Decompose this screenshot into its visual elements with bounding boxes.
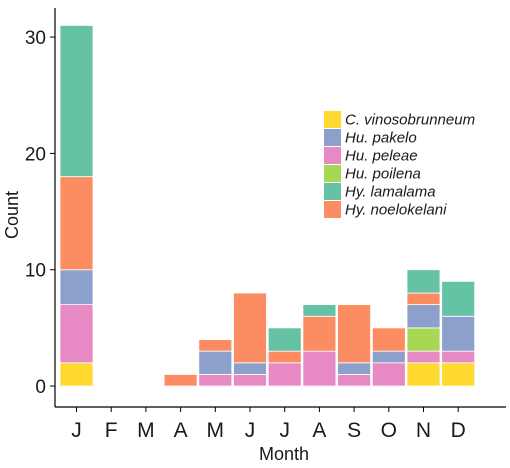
bar-segment bbox=[441, 362, 476, 387]
y-axis-title: Count bbox=[2, 191, 22, 239]
bar-segment bbox=[406, 327, 441, 352]
x-tick-label: O bbox=[381, 419, 397, 442]
axes-layer bbox=[54, 8, 506, 408]
bar-segment bbox=[233, 362, 267, 375]
bar-segment bbox=[267, 350, 302, 364]
x-tick-label: F bbox=[105, 419, 118, 442]
x-tick-label: J bbox=[279, 419, 290, 442]
bar-segment bbox=[406, 292, 441, 306]
bar-segment bbox=[441, 280, 476, 317]
legend-label: Hu. pakelo bbox=[345, 130, 417, 147]
bar-segment bbox=[371, 350, 406, 364]
bar-segment bbox=[406, 350, 441, 364]
bar-segment bbox=[198, 339, 233, 352]
bar-segment bbox=[198, 374, 233, 387]
legend-label: C. vinosobrunneum bbox=[345, 112, 475, 129]
x-axis-title: Month bbox=[259, 444, 309, 464]
bars-layer bbox=[59, 25, 476, 387]
bar-segment bbox=[163, 374, 198, 387]
bar-segment bbox=[233, 292, 267, 364]
x-tick-label: A bbox=[312, 419, 326, 442]
bar-segment bbox=[267, 362, 302, 387]
legend-swatch bbox=[324, 165, 341, 182]
bar-segment bbox=[337, 362, 372, 375]
y-tick-label: 0 bbox=[35, 377, 46, 398]
legend-swatch bbox=[324, 129, 341, 146]
x-tick-label: J bbox=[71, 419, 82, 442]
bar-segment bbox=[59, 176, 94, 271]
bar-segment bbox=[371, 362, 406, 387]
bar-segment bbox=[302, 304, 337, 317]
y-tick-label: 20 bbox=[25, 144, 46, 165]
y-tick-label: 10 bbox=[25, 261, 46, 282]
legend-swatch bbox=[324, 111, 341, 128]
legend-swatch bbox=[324, 147, 341, 164]
legend-label: Hy. lamalama bbox=[345, 184, 436, 201]
bar-segment bbox=[441, 350, 476, 364]
bar-segment bbox=[233, 374, 267, 387]
bar-segment bbox=[406, 304, 441, 329]
bar-segment bbox=[371, 327, 406, 352]
bar-segment bbox=[302, 350, 337, 387]
x-tick-label: D bbox=[451, 419, 466, 442]
bar-segment bbox=[337, 304, 372, 364]
x-tick-label: N bbox=[416, 419, 431, 442]
bar-segment bbox=[59, 25, 94, 178]
bar-segment bbox=[198, 350, 233, 375]
bar-segment bbox=[441, 315, 476, 352]
x-tick-label: S bbox=[347, 419, 361, 442]
legend-label: Hy. noelokelani bbox=[345, 202, 447, 219]
bar-segment bbox=[337, 374, 372, 387]
bar-segment bbox=[302, 315, 337, 352]
bar-segment bbox=[267, 327, 302, 352]
legend-label: Hu. poilena bbox=[345, 166, 421, 183]
bar-segment bbox=[59, 269, 94, 306]
x-tick-label: A bbox=[174, 419, 188, 442]
x-tick-label: J bbox=[245, 419, 256, 442]
bar-segment bbox=[406, 362, 441, 387]
x-tick-label: M bbox=[137, 419, 155, 442]
bar-segment bbox=[406, 269, 441, 294]
legend-label: Hu. peleae bbox=[345, 148, 418, 165]
y-tick-label: 30 bbox=[25, 28, 46, 49]
legend-swatch bbox=[324, 201, 341, 218]
legend-swatch bbox=[324, 183, 341, 200]
bar-segment bbox=[59, 362, 94, 387]
bar-segment bbox=[59, 304, 94, 364]
x-tick-label: M bbox=[207, 419, 225, 442]
